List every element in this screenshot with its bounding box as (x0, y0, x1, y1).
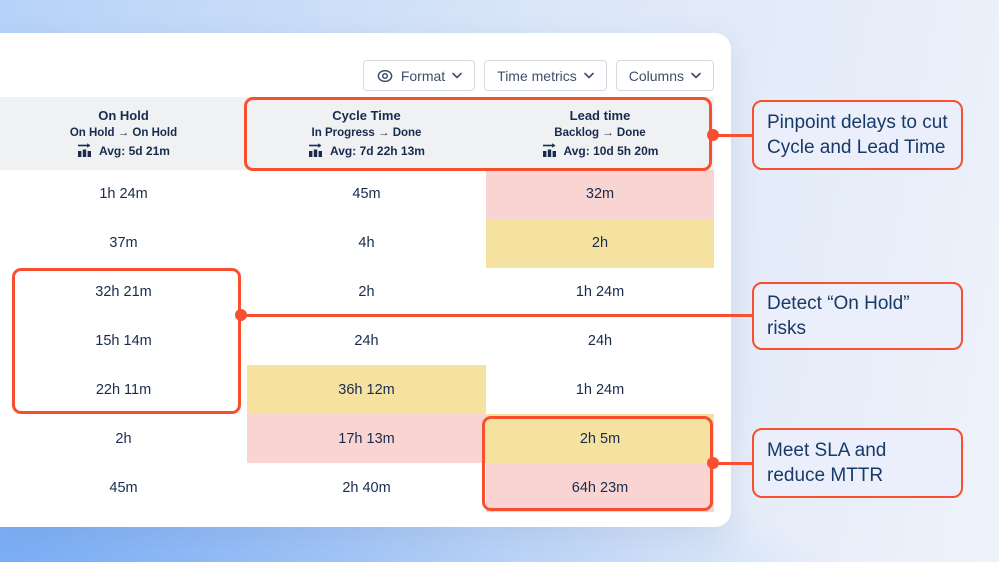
table-row: 15h 14m 24h 24h (0, 317, 714, 366)
column-title: Lead time (569, 107, 631, 123)
table-cell: 2h 40m (342, 479, 391, 496)
eye-icon (376, 68, 394, 84)
table-cell: 32h 21m (95, 284, 152, 301)
table-cell: 32m (486, 170, 714, 219)
time-metrics-button[interactable]: Time metrics (484, 60, 607, 91)
table-row: 22h 11m 36h 12m 1h 24m (0, 365, 714, 415)
table-cell: 17h 13m (247, 414, 486, 464)
chevron-down-icon (452, 72, 462, 79)
table-cell: 2h 5m (486, 414, 714, 464)
connector-line (240, 313, 752, 317)
column-average: Avg: 5d 21m (99, 144, 170, 158)
chevron-down-icon (691, 72, 701, 79)
format-button-label: Format (400, 67, 446, 84)
table-header-row: On Hold On Hold → On Hold Avg: 5d 21m Cy… (0, 97, 714, 170)
table-row: 2h 17h 13m 2h 5m (0, 414, 714, 464)
column-transition: In Progress → Done (311, 126, 422, 139)
table-cell: 4h (358, 235, 375, 252)
connector-dot (235, 309, 247, 321)
table-cell: 37m (109, 235, 138, 252)
table-row: 45m 2h 40m 64h 23m (0, 463, 714, 513)
column-average: Avg: 7d 22h 13m (330, 144, 425, 158)
annotation-pinpoint-delays: Pinpoint delays to cut Cycle and Lead Ti… (752, 100, 963, 170)
table-cell: 24h (354, 333, 379, 349)
columns-button[interactable]: Columns (615, 60, 714, 91)
column-header-cycle-time[interactable]: Cycle Time In Progress → Done Avg: 7d 22… (247, 97, 486, 170)
toolbar: Format Time metrics Columns (0, 60, 714, 91)
column-transition: Backlog → Done (554, 126, 646, 139)
annotation-meet-sla: Meet SLA and reduce MTTR (752, 428, 963, 498)
table-cell: 1h 24m (99, 186, 148, 203)
table-cell: 2h (115, 430, 132, 447)
connector-dot (707, 457, 719, 469)
column-title: Cycle Time (332, 107, 401, 123)
table-cell: 36h 12m (247, 365, 486, 415)
time-metrics-button-label: Time metrics (497, 67, 577, 84)
columns-button-label: Columns (628, 67, 684, 84)
column-header-on-hold[interactable]: On Hold On Hold → On Hold Avg: 5d 21m (0, 97, 247, 170)
column-average: Avg: 10d 5h 20m (563, 144, 659, 158)
table-cell: 22h 11m (95, 381, 152, 398)
annotation-text: Meet SLA and reduce MTTR (767, 440, 887, 486)
table-row: 37m 4h 2h (0, 218, 714, 268)
table-row: 32h 21m 2h 1h 24m (0, 268, 714, 317)
format-button[interactable]: Format (362, 60, 476, 91)
connector-dot (707, 129, 719, 141)
table-cell: 2h (358, 284, 375, 301)
connector-line (712, 133, 752, 137)
column-title: On Hold (98, 107, 149, 123)
table-cell: 45m (352, 186, 381, 203)
table-cell: 1h 24m (575, 381, 625, 398)
avg-bar-chart-icon (308, 142, 324, 160)
table-cell: 15h 14m (95, 333, 152, 349)
table-body: 1h 24m 45m 32m 37m 4h 2h 32h 21m 2h 1h 24m 15h 14… (0, 170, 714, 513)
table-cell: 45m (109, 479, 138, 496)
annotation-text: Detect “On Hold” risks (767, 293, 910, 339)
connector-line (712, 461, 752, 465)
annotation-text: Pinpoint delays to cut Cycle and Lead Ti… (767, 112, 948, 158)
avg-bar-chart-icon (542, 142, 558, 160)
table-cell: 24h (587, 333, 613, 349)
avg-bar-chart-icon (77, 142, 93, 160)
chevron-down-icon (583, 72, 594, 79)
column-header-lead-time[interactable]: Lead time Backlog → Done Avg: 10d 5h 20m (486, 97, 714, 170)
table-cell: 2h (486, 218, 714, 268)
table-cell: 1h 24m (575, 284, 625, 301)
table-row: 1h 24m 45m 32m (0, 170, 714, 219)
table-cell: 64h 23m (486, 463, 714, 513)
annotation-detect-on-hold-risks: Detect “On Hold” risks (752, 282, 963, 350)
column-transition: On Hold → On Hold (69, 126, 178, 139)
